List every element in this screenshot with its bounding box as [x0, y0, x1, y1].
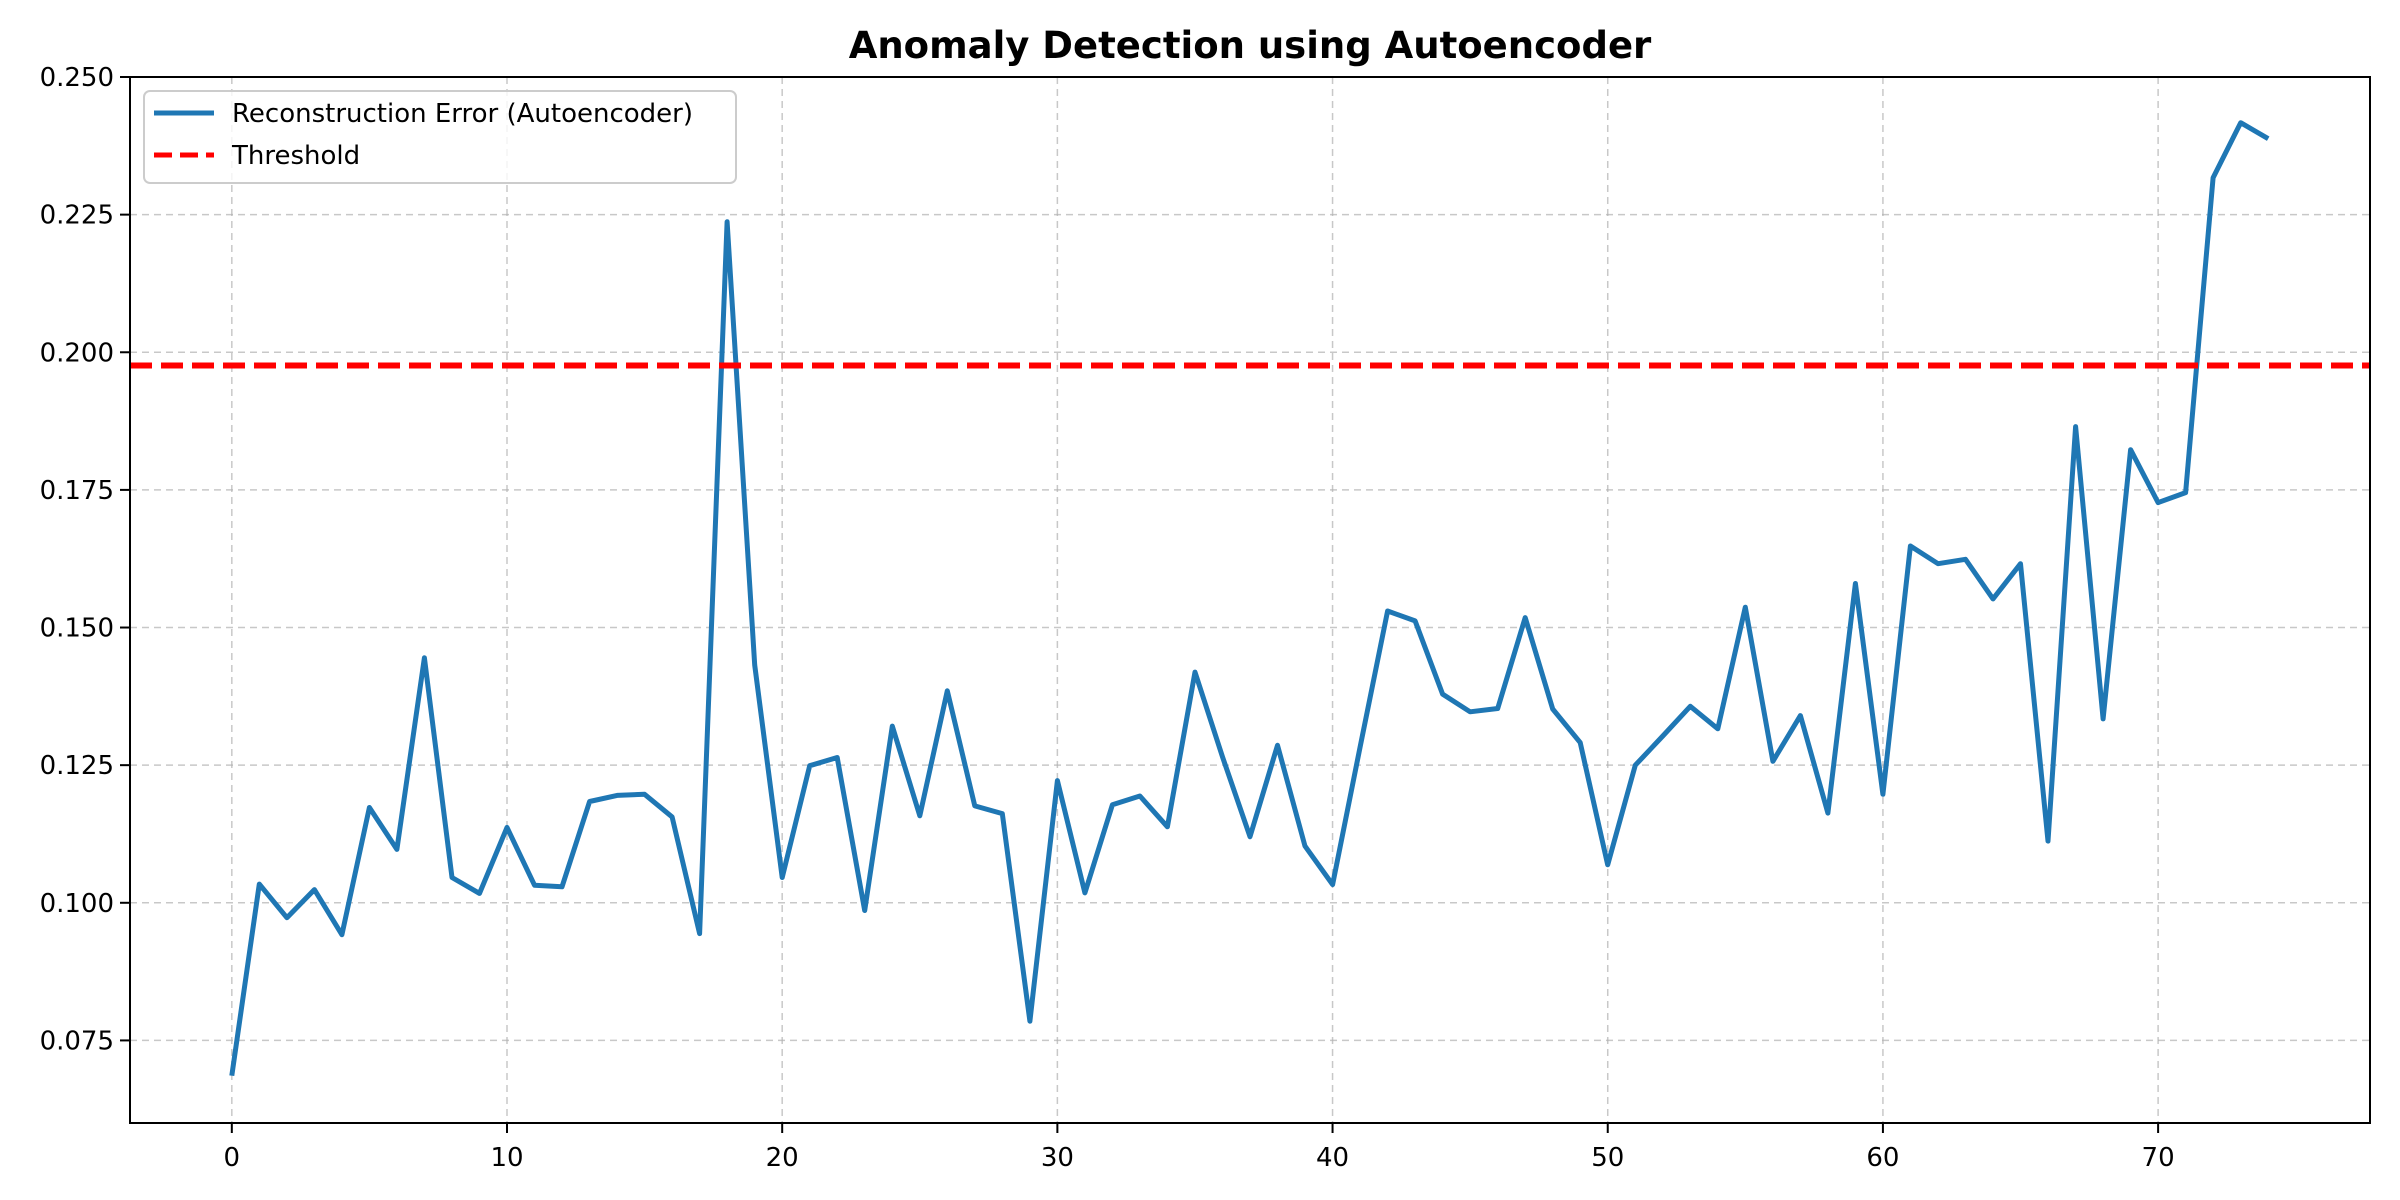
x-tick-label: 60: [1866, 1143, 1899, 1173]
legend: Reconstruction Error (Autoencoder) Thres…: [143, 90, 737, 184]
legend-box: [143, 90, 737, 184]
axis-ticks: 0 10 20 30 40 50 60 70 0.075 0.100 0.125 0.150 0.175…: [40, 63, 2175, 1173]
legend-label-threshold: Threshold: [231, 141, 360, 171]
reconstruction-error-line: [229, 120, 2270, 1077]
x-tick-label: 50: [1591, 1143, 1624, 1173]
x-tick-label: 0: [224, 1143, 241, 1173]
x-tick-label: 40: [1316, 1143, 1349, 1173]
y-tick-label: 0.175: [40, 476, 114, 506]
x-tick-label: 10: [490, 1143, 523, 1173]
y-tick-label: 0.125: [40, 751, 114, 781]
y-tick-label: 0.250: [40, 63, 114, 93]
grid: [130, 76, 2370, 1123]
y-tick-label: 0.200: [40, 338, 114, 368]
y-tick-label: 0.100: [40, 889, 114, 919]
y-tick-label: 0.225: [40, 201, 114, 231]
series-area: [130, 120, 2370, 1077]
y-tick-label: 0.150: [40, 614, 114, 644]
x-tick-label: 70: [2142, 1143, 2175, 1173]
plot-frame: [129, 76, 2371, 1124]
legend-label-reconstruction: Reconstruction Error (Autoencoder): [232, 99, 693, 129]
x-tick-label: 30: [1041, 1143, 1074, 1173]
y-tick-label: 0.075: [40, 1026, 114, 1056]
x-tick-label: 20: [766, 1143, 799, 1173]
chart-title: Anomaly Detection using Autoencoder: [849, 24, 1652, 67]
